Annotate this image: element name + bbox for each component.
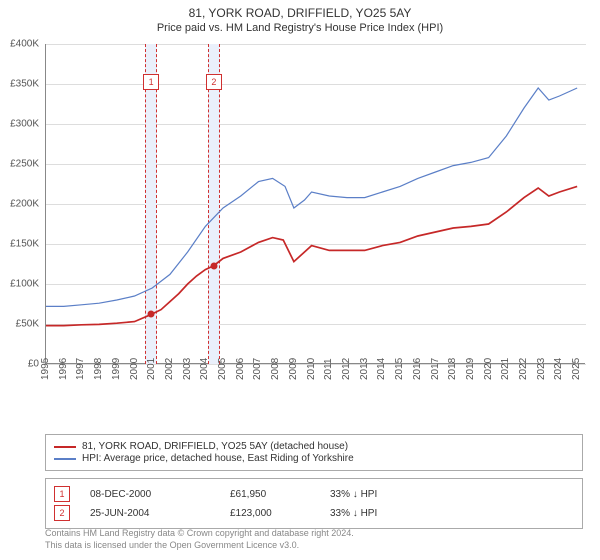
- x-tick-label: 1999: [111, 358, 122, 380]
- x-tick-label: 2003: [182, 358, 193, 380]
- x-tick-label: 2011: [323, 358, 334, 380]
- sale-index: 2: [54, 505, 70, 521]
- series-property: [46, 186, 577, 325]
- y-tick-label: £250K: [0, 159, 39, 170]
- sale-diff: 33% ↓ HPI: [330, 489, 430, 500]
- y-tick-label: £400K: [0, 39, 39, 50]
- sale-price: £61,950: [230, 489, 310, 500]
- y-tick-label: £300K: [0, 119, 39, 130]
- x-tick-label: 2009: [288, 358, 299, 380]
- x-tick-label: 2000: [129, 358, 140, 380]
- sale-row: 2 25-JUN-2004 £123,000 33% ↓ HPI: [54, 505, 574, 521]
- x-tick-label: 2012: [341, 358, 352, 380]
- sale-point: [210, 262, 217, 269]
- legend-label: 81, YORK ROAD, DRIFFIELD, YO25 5AY (deta…: [82, 441, 348, 452]
- sale-diff: 33% ↓ HPI: [330, 508, 430, 519]
- x-tick-label: 2015: [394, 358, 405, 380]
- legend-swatch: [54, 458, 76, 460]
- x-tick-label: 2021: [500, 358, 511, 380]
- legend-row: 81, YORK ROAD, DRIFFIELD, YO25 5AY (deta…: [54, 441, 574, 452]
- legend: 81, YORK ROAD, DRIFFIELD, YO25 5AY (deta…: [45, 434, 583, 471]
- x-tick-label: 2017: [430, 358, 441, 380]
- attribution-line: Contains HM Land Registry data © Crown c…: [45, 528, 583, 540]
- x-tick-label: 2023: [536, 358, 547, 380]
- x-axis: 1995199619971998199920002001200220032004…: [45, 366, 585, 394]
- x-tick-label: 2024: [553, 358, 564, 380]
- chart-subtitle: Price paid vs. HM Land Registry's House …: [0, 20, 600, 38]
- x-tick-label: 2008: [270, 358, 281, 380]
- y-tick-label: £0: [0, 359, 39, 370]
- y-tick-label: £100K: [0, 279, 39, 290]
- legend-swatch: [54, 446, 76, 448]
- x-tick-label: 2002: [164, 358, 175, 380]
- x-tick-label: 2018: [447, 358, 458, 380]
- sale-point: [148, 311, 155, 318]
- y-tick-label: £350K: [0, 79, 39, 90]
- legend-label: HPI: Average price, detached house, East…: [82, 453, 354, 464]
- x-tick-label: 1998: [93, 358, 104, 380]
- y-tick-label: £150K: [0, 239, 39, 250]
- legend-row: HPI: Average price, detached house, East…: [54, 453, 574, 464]
- x-tick-label: 2022: [518, 358, 529, 380]
- y-tick-label: £50K: [0, 319, 39, 330]
- x-tick-label: 2019: [465, 358, 476, 380]
- x-tick-label: 2006: [235, 358, 246, 380]
- x-tick-label: 2013: [359, 358, 370, 380]
- chart: 12 1995199619971998199920002001200220032…: [45, 44, 585, 394]
- x-tick-label: 2004: [199, 358, 210, 380]
- sale-row: 1 08-DEC-2000 £61,950 33% ↓ HPI: [54, 486, 574, 502]
- sale-index: 1: [54, 486, 70, 502]
- x-tick-label: 2010: [306, 358, 317, 380]
- x-tick-label: 2005: [217, 358, 228, 380]
- sale-date: 25-JUN-2004: [90, 508, 210, 519]
- x-tick-label: 2016: [412, 358, 423, 380]
- series-hpi: [46, 88, 577, 306]
- x-tick-label: 1995: [40, 358, 51, 380]
- x-tick-label: 2020: [483, 358, 494, 380]
- attribution-line: This data is licensed under the Open Gov…: [45, 540, 583, 552]
- attribution: Contains HM Land Registry data © Crown c…: [45, 528, 583, 551]
- x-tick-label: 2014: [376, 358, 387, 380]
- x-tick-label: 1996: [58, 358, 69, 380]
- chart-title: 81, YORK ROAD, DRIFFIELD, YO25 5AY: [0, 0, 600, 20]
- x-tick-label: 2025: [571, 358, 582, 380]
- y-tick-label: £200K: [0, 199, 39, 210]
- x-tick-label: 1997: [75, 358, 86, 380]
- plot-area: 12: [45, 44, 585, 364]
- sale-price: £123,000: [230, 508, 310, 519]
- x-tick-label: 2001: [146, 358, 157, 380]
- x-tick-label: 2007: [252, 358, 263, 380]
- sale-date: 08-DEC-2000: [90, 489, 210, 500]
- sales-table: 1 08-DEC-2000 £61,950 33% ↓ HPI 2 25-JUN-2004…: [45, 478, 583, 529]
